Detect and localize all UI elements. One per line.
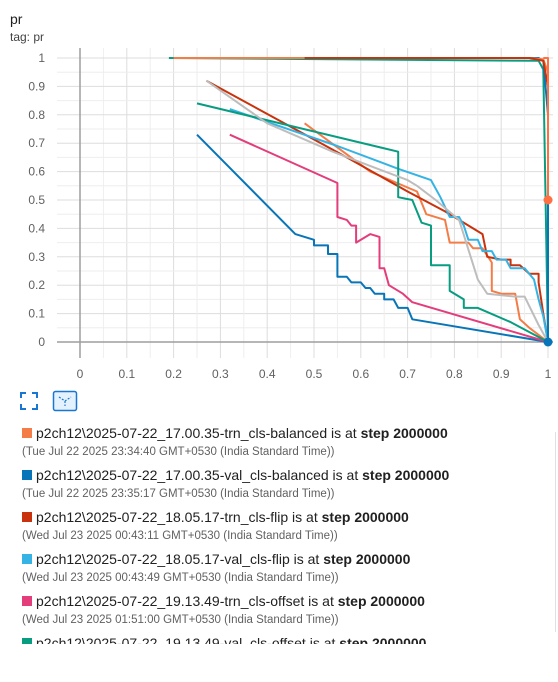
legend-run-name: p2ch12\2025-07-22_19.13.49-trn_cls-offse… — [36, 592, 425, 610]
pr-chart[interactable]: 0 0.1 0.2 0.3 0.4 0.5 0.6 0.7 0.8 0.9 1 0 0.1 0.2 0.3 0… — [0, 40, 558, 390]
series-line-1[interactable] — [196, 133, 549, 343]
x-tick-label: 1 — [545, 367, 552, 381]
series-line-5[interactable] — [168, 57, 549, 340]
x-tick-label: 0.9 — [493, 367, 510, 381]
legend-run-time: (Wed Jul 23 2025 00:43:49 GMT+0530 (Indi… — [22, 572, 339, 584]
y-tick-label: 0.5 — [28, 193, 45, 207]
y-tick-label: 0.3 — [28, 250, 45, 264]
legend: p2ch12\2025-07-22_17.00.35-trn_cls-balan… — [20, 424, 550, 644]
legend-run-label: p2ch12\2025-07-22_19.13.49-val_cls-offse… — [36, 635, 340, 644]
legend-run-label: p2ch12\2025-07-22_17.00.35-trn_cls-balan… — [36, 425, 361, 441]
zoom-box-icon[interactable] — [52, 390, 78, 412]
legend-run-step: step 2000000 — [339, 635, 427, 644]
series-marker-0[interactable] — [543, 195, 553, 205]
x-tick-label: 0.3 — [212, 367, 229, 381]
legend-run-step: step 2000000 — [323, 551, 411, 567]
y-tick-label: 0.6 — [28, 165, 45, 179]
legend-run-step: step 2000000 — [360, 425, 448, 441]
legend-run-label: p2ch12\2025-07-22_18.05.17-val_cls-flip … — [36, 551, 324, 567]
series-line-3[interactable] — [229, 108, 549, 343]
series-line-11[interactable] — [543, 57, 549, 200]
y-tick-label: 0.2 — [28, 278, 45, 292]
legend-swatch — [22, 428, 32, 438]
x-tick-label: 0.5 — [306, 367, 323, 381]
legend-run-step: step 2000000 — [362, 467, 450, 483]
chart-title: pr — [10, 11, 23, 27]
x-tick-label: 0.2 — [165, 367, 182, 381]
series-line-0[interactable] — [304, 122, 549, 343]
x-tick-label: 0.7 — [399, 367, 416, 381]
legend-run-label: p2ch12\2025-07-22_19.13.49-trn_cls-offse… — [36, 593, 338, 609]
legend-run-name: p2ch12\2025-07-22_18.05.17-val_cls-flip … — [36, 550, 410, 568]
y-tick-label: 0.7 — [28, 136, 45, 150]
legend-swatch — [22, 554, 32, 564]
y-tick-label: 0 — [38, 335, 45, 349]
x-tick-label: 0.1 — [118, 367, 135, 381]
y-tick-label: 0.9 — [28, 79, 45, 93]
x-tick-label: 0.4 — [259, 367, 276, 381]
series-line-7[interactable] — [205, 79, 549, 343]
legend-swatch — [22, 638, 32, 644]
series-line-6[interactable] — [196, 102, 549, 343]
legend-run-step: step 2000000 — [337, 593, 425, 609]
y-tick-label: 0.4 — [28, 221, 45, 235]
fit-domain-icon[interactable] — [18, 390, 40, 412]
legend-run-time: (Wed Jul 23 2025 01:51:00 GMT+0530 (Indi… — [22, 614, 339, 626]
x-tick-label: 0.6 — [352, 367, 369, 381]
legend-run-label: p2ch12\2025-07-22_18.05.17-trn_cls-flip … — [36, 509, 322, 525]
legend-scrollbar[interactable] — [555, 432, 556, 632]
legend-run-time: (Tue Jul 22 2025 23:35:17 GMT+0530 (Indi… — [22, 488, 335, 500]
legend-run-label: p2ch12\2025-07-22_17.00.35-val_cls-balan… — [36, 467, 363, 483]
chart-tag: tag: pr — [10, 30, 45, 44]
legend-run-name: p2ch12\2025-07-22_17.00.35-trn_cls-balan… — [36, 424, 448, 442]
legend-swatch — [22, 470, 32, 480]
legend-run-step: step 2000000 — [321, 509, 409, 525]
legend-swatch — [22, 512, 32, 522]
legend-run-name: p2ch12\2025-07-22_18.05.17-trn_cls-flip … — [36, 508, 409, 526]
x-tick-label: 0.8 — [446, 367, 463, 381]
legend-run-time: (Tue Jul 22 2025 23:34:40 GMT+0530 (Indi… — [22, 446, 335, 458]
y-tick-label: 0.1 — [28, 307, 45, 321]
series-line-2[interactable] — [205, 79, 549, 343]
series-line-4[interactable] — [229, 133, 549, 343]
legend-run-name: p2ch12\2025-07-22_17.00.35-val_cls-balan… — [36, 466, 449, 484]
y-tick-label: 1 — [38, 51, 45, 65]
legend-swatch — [22, 596, 32, 606]
legend-run-name: p2ch12\2025-07-22_19.13.49-val_cls-offse… — [36, 634, 426, 644]
series-marker-1[interactable] — [543, 337, 553, 347]
y-tick-label: 0.8 — [28, 108, 45, 122]
x-tick-label: 0 — [77, 367, 84, 381]
legend-run-time: (Wed Jul 23 2025 00:43:11 GMT+0530 (Indi… — [22, 530, 338, 542]
